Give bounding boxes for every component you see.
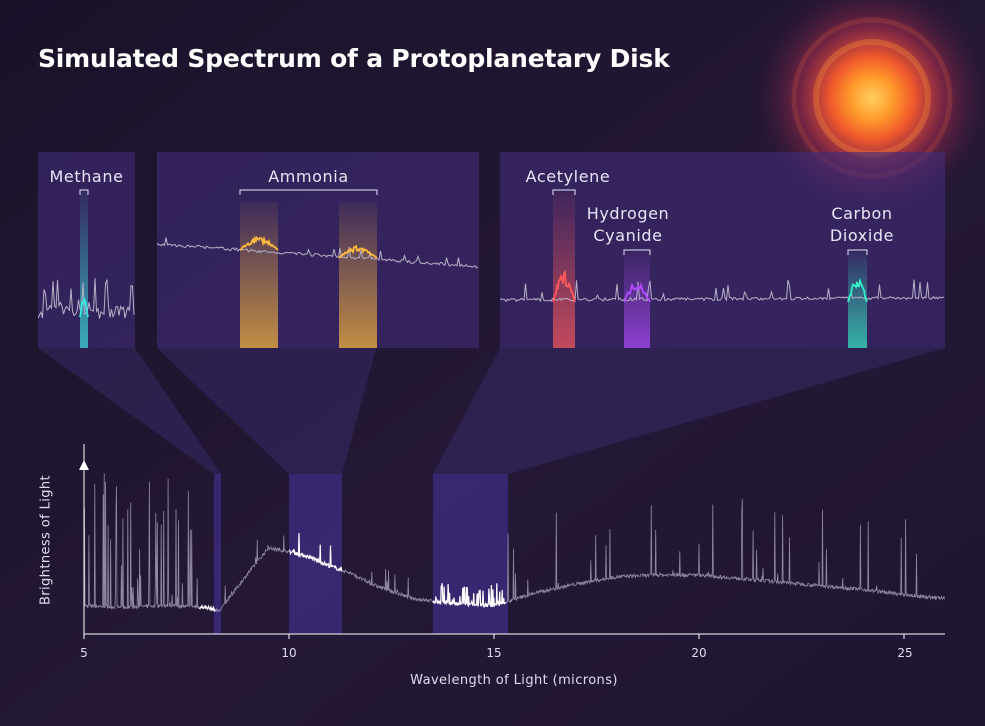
methane-highlight-peak <box>79 296 89 318</box>
ammonia-panel-spectrum <box>157 237 479 269</box>
y-axis-title: Brightness of Light <box>38 474 54 606</box>
highlighted-spectrum-segment <box>289 533 343 572</box>
ammonia-panel <box>157 152 479 348</box>
zoom-connectors <box>38 348 945 474</box>
carbon-dioxide-bracket <box>847 249 868 255</box>
molecule-band <box>339 202 377 348</box>
hydrogen-cyanide-highlight-peak <box>623 282 651 303</box>
methane-spectrum <box>38 189 135 348</box>
x-axis-title: Wavelength of Light (microns) <box>410 673 618 688</box>
methane-panel <box>38 152 135 348</box>
x-tick-label: 20 <box>691 646 707 660</box>
hydrogen-cyanide-label: Hydrogen Cyanide <box>580 203 676 247</box>
x-tick-label: 5 <box>80 646 88 660</box>
acetylene-bracket <box>552 189 576 195</box>
molecule-band <box>80 192 88 348</box>
ammonia-bracket <box>239 189 378 195</box>
molecule-band <box>553 192 575 348</box>
hydrogen-cyanide-label-line2: Cyanide <box>593 226 663 245</box>
x-tick-label: 15 <box>486 646 502 660</box>
highlighted-spectrum-segment <box>198 604 216 613</box>
page-title: Simulated Spectrum of a Protoplanetary D… <box>38 44 670 73</box>
spectrum-line <box>83 473 945 613</box>
ammonia-label: Ammonia <box>268 167 349 186</box>
carbon-molecules-spectrum <box>500 189 945 348</box>
ammonia-highlight-peak <box>239 235 279 251</box>
ammonia-highlight-peak <box>338 244 378 259</box>
main-highlight-bands <box>214 474 508 634</box>
y-axis-arrow <box>79 460 89 470</box>
x-tick-label: 10 <box>281 646 297 660</box>
molecule-band <box>240 202 278 348</box>
methane-bracket <box>79 189 89 195</box>
carbon-dioxide-highlight-peak <box>847 277 868 303</box>
carbon-dioxide-label-line1: Carbon <box>831 204 893 223</box>
x-tick-label: 25 <box>897 646 913 660</box>
hydrogen-cyanide-bracket <box>623 249 651 255</box>
highlighted-spectrum-segment <box>432 583 507 608</box>
acetylene-highlight-peak <box>552 269 576 303</box>
carbon-dioxide-label: Carbon Dioxide <box>812 203 912 247</box>
ammonia-spectrum <box>157 189 479 348</box>
acetylene-label: Acetylene <box>525 167 611 186</box>
methane-panel-spectrum <box>38 278 135 319</box>
carbon-molecules-panel <box>500 152 945 348</box>
hydrogen-cyanide-label-line1: Hydrogen <box>586 204 670 223</box>
methane-label: Methane <box>49 167 124 186</box>
molecule-band <box>848 252 867 348</box>
carbon-dioxide-label-line2: Dioxide <box>829 226 895 245</box>
